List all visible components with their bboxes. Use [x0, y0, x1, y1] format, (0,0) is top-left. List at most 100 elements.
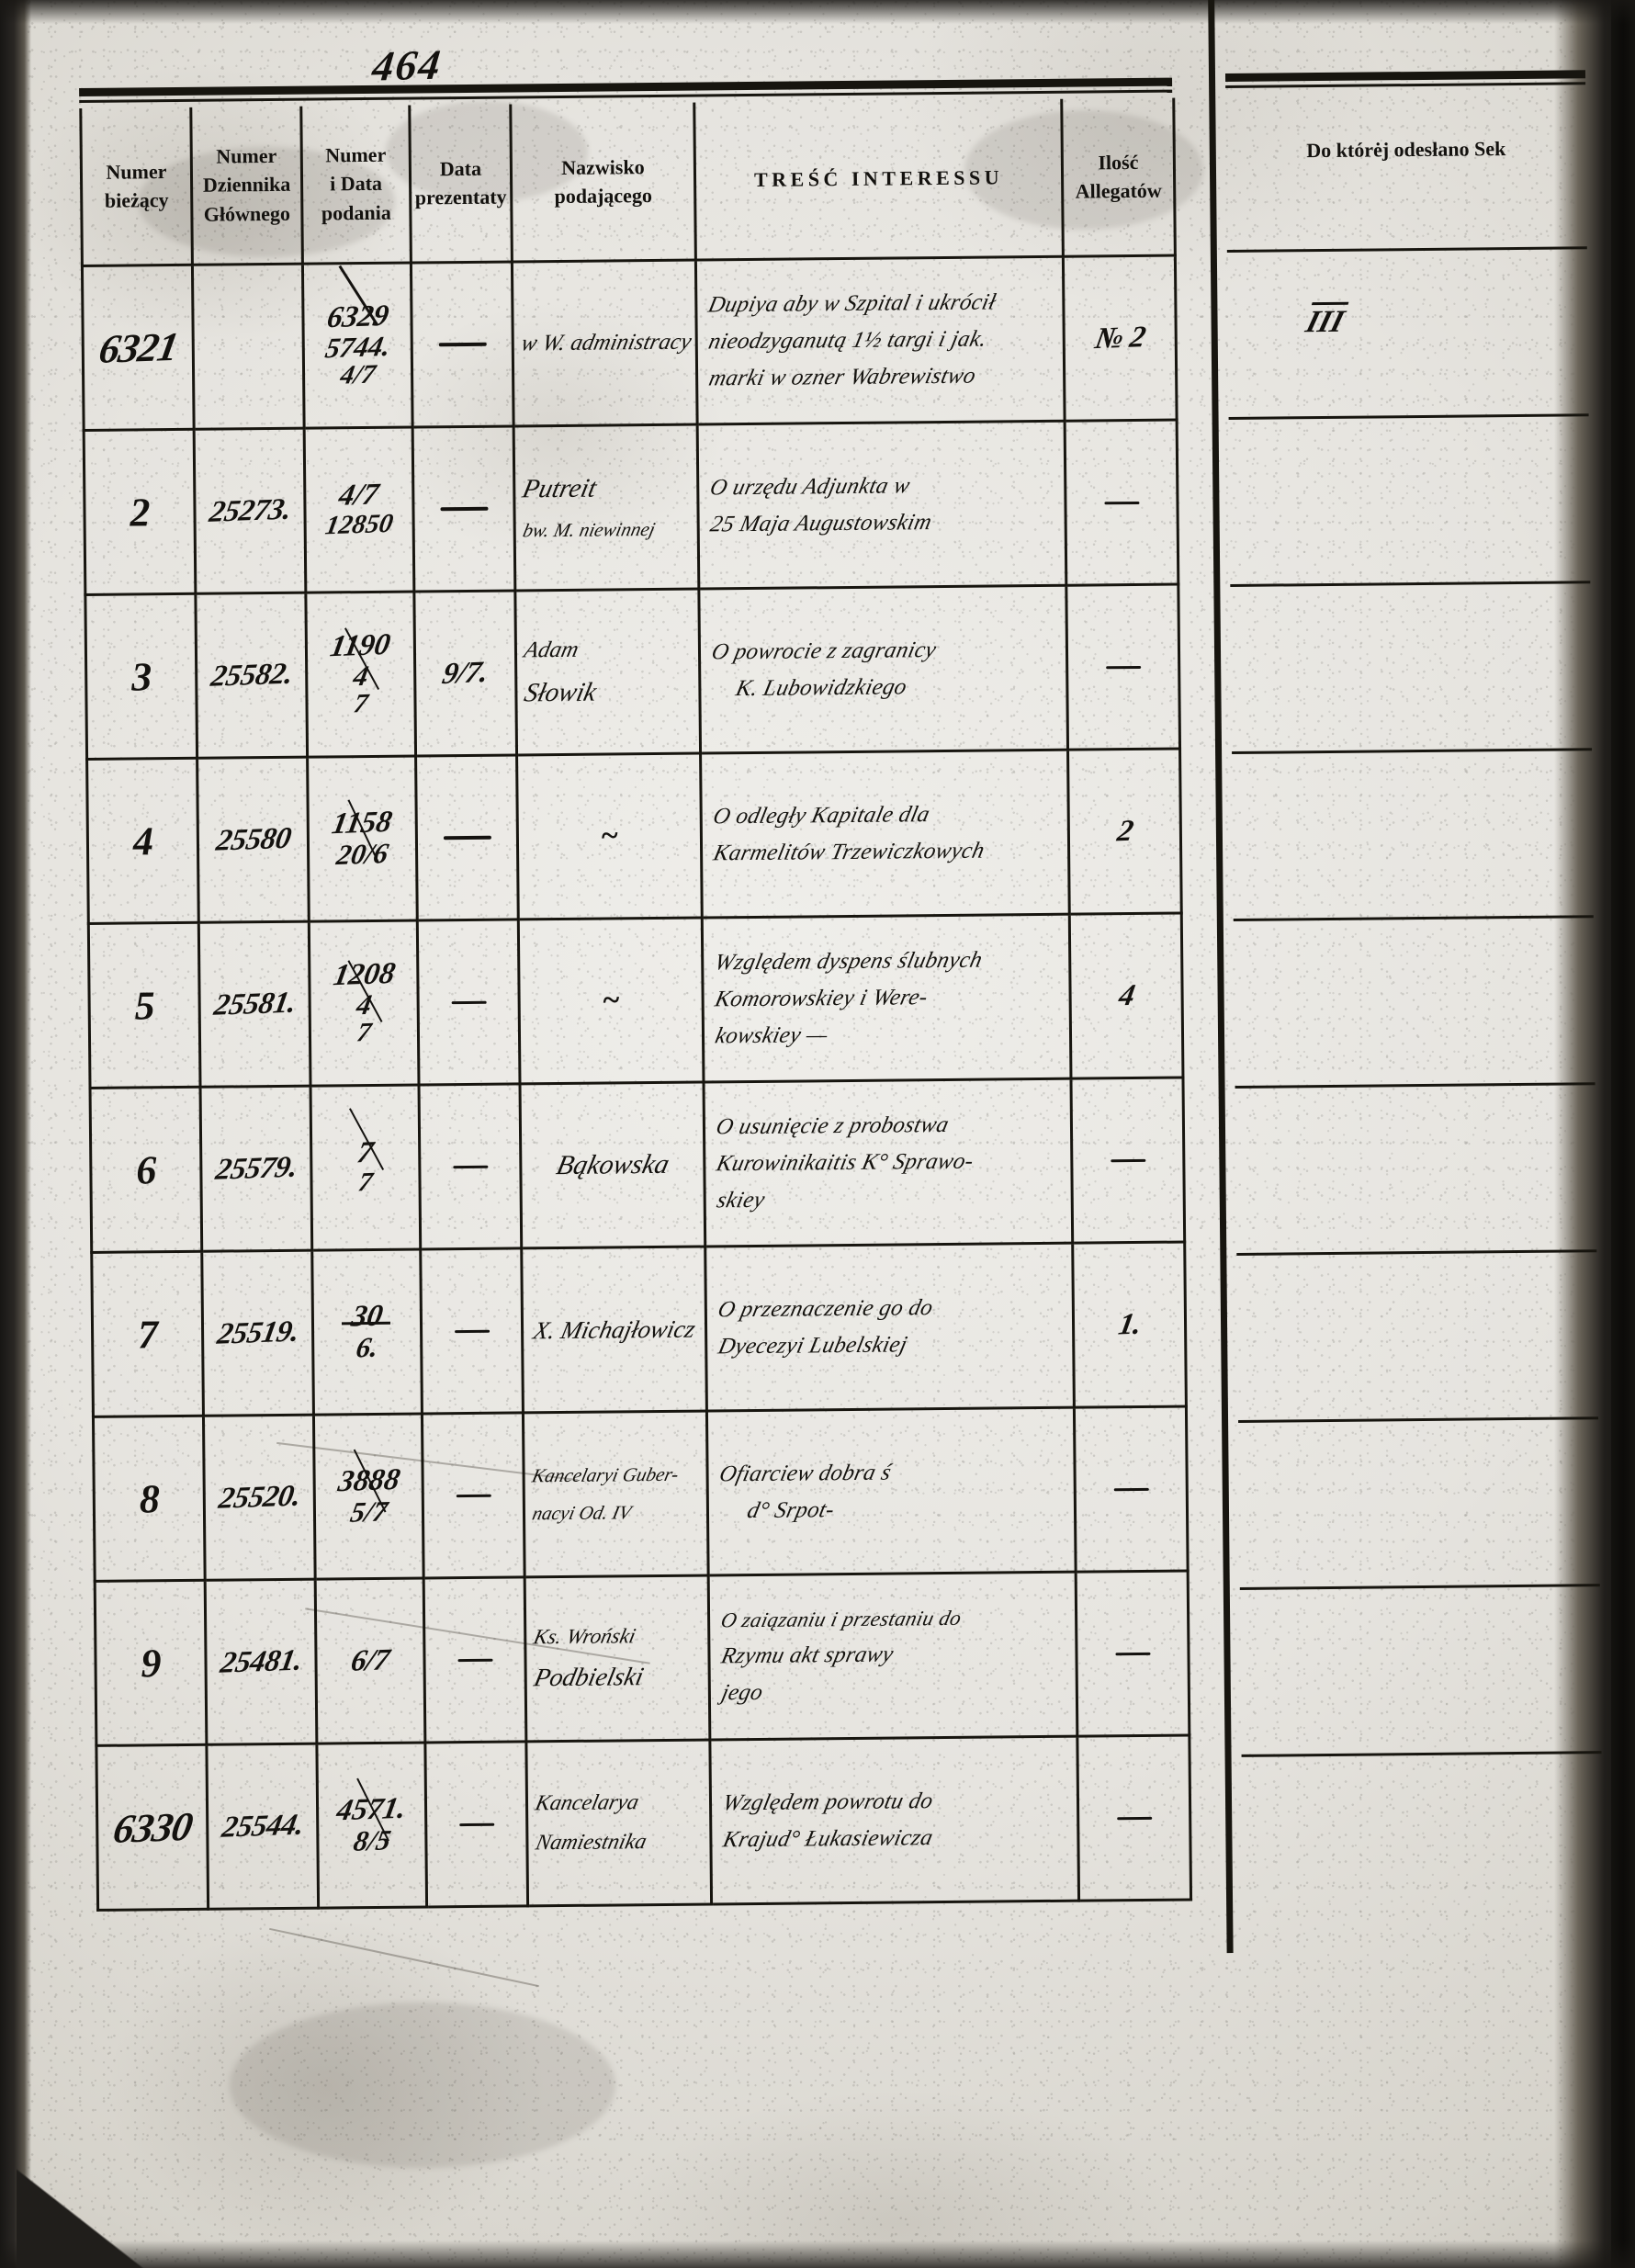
- header-line: Głównego: [203, 201, 291, 226]
- content-line: kowskiey —: [713, 1022, 830, 1049]
- row-number: 6: [136, 1146, 156, 1192]
- empty-dash: [1110, 1158, 1145, 1162]
- cell-numer-i-data-podania: 4/7 12850: [304, 427, 414, 593]
- cell-numer-dziennika: 25544.: [206, 1743, 319, 1910]
- header-line: podania: [321, 200, 391, 225]
- column-header-numer-biezacy: Numer bieżący: [80, 107, 193, 266]
- cell-ilosc-allegatow: [1074, 1405, 1189, 1573]
- cell-tresc: O zaiązaniu i przestaniu do Rzymu akt sp…: [708, 1572, 1077, 1740]
- cell-nazwisko: Ks. Wroński Podbielski: [524, 1574, 710, 1742]
- cell-numer-i-data-podania: 6/7: [315, 1577, 425, 1744]
- cell-ilosc-allegatow: 1.: [1072, 1242, 1187, 1408]
- cell-numer-dziennika: [192, 264, 305, 430]
- cell-data-prezentaty: [412, 425, 515, 592]
- content-line: Rzymu akt sprawy: [718, 1642, 896, 1669]
- journal-number: 25581.: [210, 986, 299, 1022]
- cell-nazwisko: Adam Słowik: [514, 589, 701, 755]
- empty-dash: [1103, 501, 1139, 504]
- row-number: 4: [132, 818, 153, 863]
- cell-numer-dziennika: 25520.: [203, 1415, 316, 1581]
- column-header-ilosc-allegatow: Ilość Allegatów: [1061, 97, 1176, 257]
- journal-number: 25519.: [214, 1315, 301, 1351]
- header-line: Nazwisko: [561, 154, 645, 179]
- right-column-rows: III: [1226, 246, 1604, 1922]
- top-rule-right: [1224, 70, 1586, 83]
- content-line: Względem dyspens ślubnych: [712, 947, 986, 976]
- table-row: 2 25273. 4/7 12850: [84, 420, 1178, 595]
- submission-day: 4: [350, 660, 371, 693]
- column-header-numer-dziennika-glownego: Numer Dziennika Głównego: [190, 106, 303, 265]
- submitter-title: Ks. Wroński: [531, 1624, 638, 1649]
- submitter-name: w W. administracy: [518, 329, 694, 356]
- cell-numer-biezacy: 8: [93, 1416, 206, 1582]
- submitter-name: Kancelaryi Guber-: [530, 1462, 682, 1487]
- empty-dash: [1116, 1816, 1152, 1820]
- content-line: Dyecezyi Lubelskiej: [716, 1332, 910, 1360]
- header-line: Numer: [216, 144, 277, 168]
- row-number: 6321: [95, 323, 181, 372]
- row-number: 5: [134, 982, 154, 1028]
- cell-nazwisko: w W. administracy: [512, 260, 698, 426]
- submitter-name: Słowik: [521, 677, 600, 707]
- row-number: 3: [130, 653, 152, 699]
- cell-ilosc-allegatow: 2: [1067, 749, 1182, 915]
- scan-bottom-shadow: [0, 2240, 1635, 2268]
- content-line: marki w ozner Wabrewistwo: [706, 363, 978, 391]
- cell-data-prezentaty: [419, 1083, 522, 1249]
- right-cell: [1238, 1416, 1600, 1587]
- content-line: nieodzyganutą 1½ targi i jak.: [705, 326, 990, 355]
- journal-number: 25544.: [219, 1808, 307, 1845]
- cell-data-prezentaty: [422, 1412, 525, 1578]
- header-line: prezentaty: [414, 185, 507, 209]
- cell-nazwisko: ~: [516, 753, 703, 920]
- cell-numer-biezacy: 6330: [96, 1744, 209, 1911]
- submitter-office-secondary: Namiestnika: [533, 1830, 649, 1856]
- submitter-name: Bąkowska: [553, 1148, 672, 1181]
- submission-date: 6/7: [348, 1642, 392, 1678]
- cell-numer-biezacy: 5: [88, 922, 201, 1089]
- cell-numer-dziennika: 25579.: [200, 1086, 312, 1252]
- cell-nazwisko: X. Michajłowicz: [521, 1247, 707, 1413]
- right-cell: [1232, 748, 1594, 919]
- empty-dash: [439, 506, 489, 512]
- empty-dash: [458, 1822, 494, 1826]
- content-line: K. Lubowidzkiego: [733, 674, 909, 702]
- journal-number: 25520.: [216, 1479, 303, 1516]
- right-cell: [1233, 915, 1596, 1086]
- journal-number: 25582.: [208, 657, 296, 694]
- cell-numer-i-data-podania: 30 6.: [311, 1248, 423, 1416]
- empty-dash: [454, 1329, 490, 1333]
- empty-dash: [456, 1494, 491, 1497]
- header-row: Numer bieżący Numer Dziennika Głównego N…: [80, 97, 1176, 266]
- cell-numer-biezacy: 6321: [82, 265, 195, 431]
- submission-date: 20/6: [333, 837, 391, 872]
- submission-number: 12850: [323, 508, 396, 541]
- submission-date: 8/5: [350, 1823, 393, 1857]
- cell-ilosc-allegatow: № 2: [1063, 255, 1178, 422]
- empty-dash: [1105, 665, 1141, 669]
- attachment-count: № 2: [1092, 320, 1148, 355]
- fraction-bar: [341, 1322, 390, 1326]
- scan-left-edge: [0, 0, 31, 2268]
- right-cell: [1236, 1249, 1599, 1420]
- journal-number: 25579.: [212, 1150, 300, 1187]
- right-cell: III: [1226, 246, 1589, 418]
- cell-ilosc-allegatow: 4: [1069, 913, 1183, 1079]
- header-line: Ilość: [1098, 150, 1139, 175]
- header-line: Data: [439, 156, 482, 180]
- cell-numer-biezacy: 6: [90, 1087, 202, 1253]
- cell-numer-i-data-podania: 3888 5/7: [313, 1413, 424, 1580]
- cell-numer-i-data-podania: 7 7: [310, 1084, 421, 1251]
- row-number: 8: [139, 1475, 160, 1521]
- row-number: 6330: [109, 1803, 196, 1852]
- cell-numer-dziennika: 25581.: [198, 921, 311, 1088]
- submission-number-second: 5744.: [322, 330, 393, 365]
- cell-ilosc-allegatow: [1077, 1734, 1191, 1901]
- cell-tresc: O urzędu Adjunkta w 25 Maja Augustowskim: [697, 421, 1066, 590]
- cell-numer-biezacy: 7: [91, 1251, 204, 1417]
- table-row: 3 25582. 1190 4 7 9/7.: [85, 584, 1180, 760]
- cell-numer-biezacy: 9: [95, 1580, 207, 1746]
